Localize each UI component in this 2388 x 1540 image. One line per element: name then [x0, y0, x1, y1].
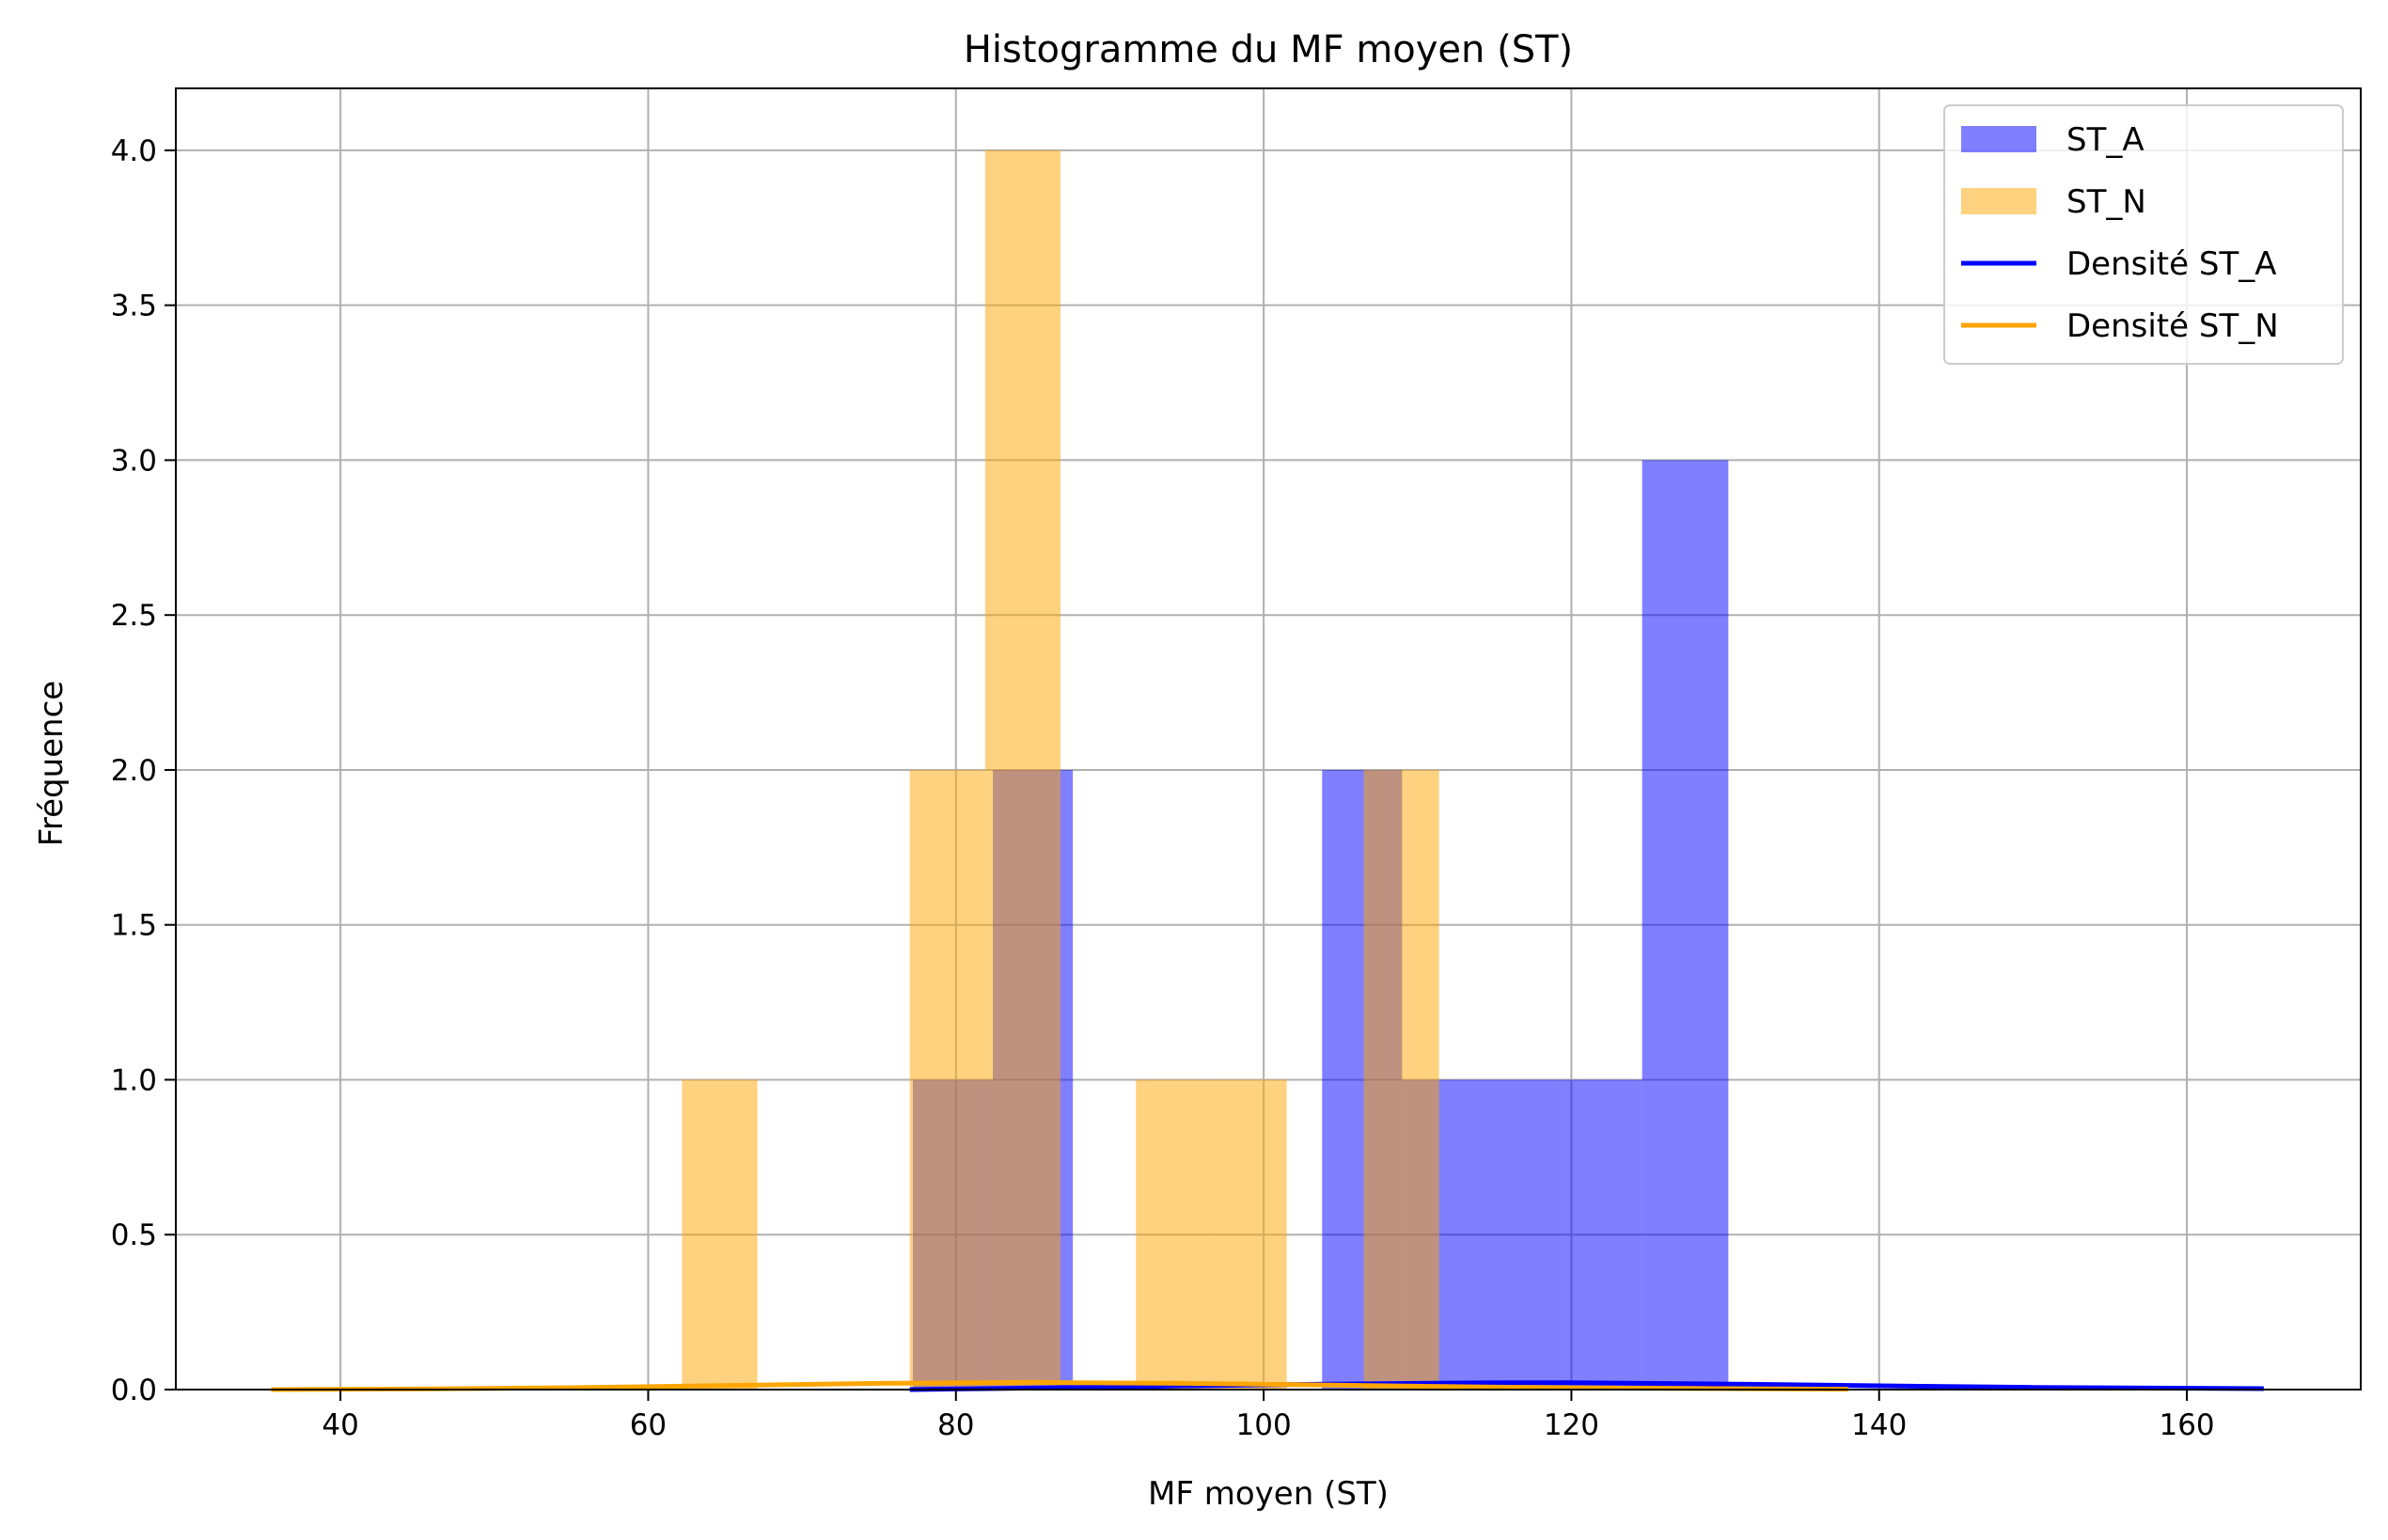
bar-st-a	[1562, 1079, 1642, 1390]
legend-label: Densité ST_A	[2066, 245, 2276, 283]
bar-st-n	[682, 1079, 758, 1390]
x-tick-label: 80	[937, 1408, 974, 1442]
line-densite-st-n	[271, 1379, 1849, 1392]
axis-ticks: 40 60 80 100 120 140 160 0.0 0.5 1.0 1.5 2.0 2.5 3.0 3…	[111, 134, 2215, 1442]
bar-st-n	[1363, 769, 1439, 1390]
x-tick-label: 120	[1544, 1408, 1599, 1442]
bar-st-n	[909, 769, 985, 1390]
bar-st-n	[1211, 1079, 1287, 1390]
y-tick-label: 3.5	[111, 290, 157, 323]
x-tick-label: 60	[630, 1408, 667, 1442]
legend-label: ST_N	[2066, 183, 2146, 221]
line-densite-st-a	[909, 1380, 2264, 1392]
y-tick-label: 1.0	[111, 1063, 157, 1097]
plot-area-frame	[175, 87, 2362, 1391]
x-tick-label: 160	[2159, 1408, 2214, 1442]
density-lines	[271, 1379, 2264, 1392]
legend-swatch-patch	[1961, 188, 2036, 214]
legend-swatch-patch	[1961, 126, 2036, 152]
legend-label: Densité ST_N	[2066, 307, 2279, 345]
y-axis-title: Fréquence	[33, 681, 71, 846]
y-tick-label: 0.0	[111, 1374, 157, 1407]
y-tick-label: 1.5	[111, 909, 157, 943]
y-tick-label: 3.0	[111, 444, 157, 478]
y-tick-label: 2.5	[111, 599, 157, 633]
x-tick-label: 40	[322, 1408, 358, 1442]
x-tick-label: 100	[1236, 1408, 1292, 1442]
legend-label: ST_A	[2066, 121, 2144, 159]
x-tick-label: 140	[1851, 1408, 1907, 1442]
legend-box	[1943, 104, 2344, 365]
bar-st-n	[984, 149, 1061, 1390]
histogram-bars	[682, 149, 1729, 1390]
y-tick-label: 2.0	[111, 754, 157, 788]
bar-st-n	[1136, 1079, 1212, 1390]
x-axis-title: MF moyen (ST)	[1148, 1475, 1389, 1513]
bar-st-a	[1642, 460, 1729, 1390]
bar-st-a	[1482, 1079, 1563, 1390]
chart-title: Histogramme du MF moyen (ST)	[964, 28, 1573, 71]
legend: ST_A ST_N Densité ST_A Densité ST_N	[1943, 104, 2344, 365]
y-tick-label: 4.0	[111, 134, 157, 168]
y-tick-label: 0.5	[111, 1218, 157, 1252]
